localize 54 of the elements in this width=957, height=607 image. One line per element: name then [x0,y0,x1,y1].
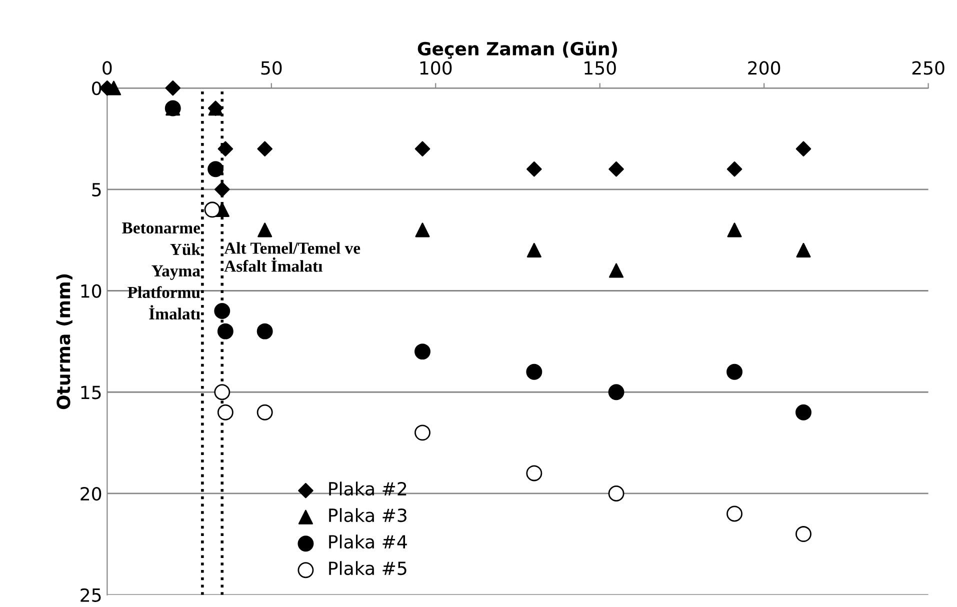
point [608,161,624,177]
point [258,222,272,238]
point [214,303,230,320]
y-tick-label: 5 [92,183,101,196]
point [208,161,224,178]
legend-label: Plaka #4 [329,534,407,549]
ref-line-label: Betonarme Yük Yayma Platformu İmalatı [122,222,200,320]
point [526,242,542,258]
point [796,141,812,156]
ref-line-label: Alt Temel/Temel ve Asfalt İmalatı [224,242,360,272]
legend-label: Plaka #5 [329,561,406,576]
point [415,222,430,238]
y-tick-label: 15 [81,386,101,400]
point [608,486,624,502]
point [726,161,742,177]
point [257,141,272,156]
point [608,384,624,400]
y-tick-label: 0 [92,81,102,96]
point [414,141,430,156]
y-tick-label: 20 [80,486,102,501]
point [726,506,742,522]
point [796,526,812,542]
x-tick-label: 150 [584,61,616,75]
point [526,364,542,380]
point [214,182,230,198]
point [727,222,742,238]
point [414,424,430,441]
point [256,404,273,420]
legend-label: Plaka #2 [329,482,406,496]
x-tick-label: 200 [748,61,780,75]
point [796,242,811,258]
point [217,404,234,420]
point [204,202,220,218]
point [165,80,181,96]
point [106,80,122,96]
x-tick-label: 250 [912,61,944,75]
point [526,161,542,177]
x-tick-label: 100 [420,61,452,75]
x-tick-label: 0 [102,61,112,75]
point [218,141,234,156]
point [796,404,812,420]
y-tick-label: 25 [80,588,101,602]
point [214,384,230,400]
point [217,323,234,340]
x-tick-label: 50 [261,61,282,75]
point [526,465,542,482]
x-axis-title: Geçen Zaman (Gün) [418,41,617,59]
legend-label: Plaka #3 [329,508,406,522]
point [256,323,273,340]
point [726,364,742,380]
y-axis-title: Oturma (mm) [56,274,72,410]
point [414,344,430,360]
point [608,263,624,278]
y-tick-label: 10 [81,284,102,298]
